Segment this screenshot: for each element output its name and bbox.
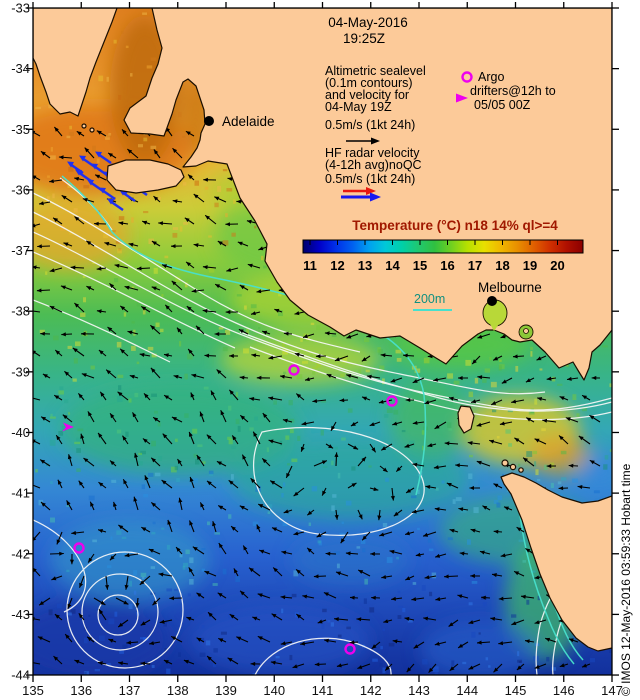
argo-float-marker	[288, 364, 300, 376]
hf-line: HF radar velocity	[325, 146, 420, 160]
lon-label: 144	[456, 683, 478, 698]
lat-label: -44	[11, 668, 30, 683]
lon-label: 137	[119, 683, 141, 698]
colorbar-label: 20	[550, 258, 564, 273]
lon-label: 143	[408, 683, 430, 698]
lon-label: 141	[312, 683, 334, 698]
adelaide-label: Adelaide	[222, 114, 275, 129]
city-markers: Adelaide Melbourne	[204, 114, 542, 306]
altimetric-line: Altimetric sealevel	[325, 64, 426, 78]
colorbar-label: 19	[523, 258, 537, 273]
colorbar-label: 18	[495, 258, 509, 273]
drifter-key-icon	[456, 93, 468, 103]
adelaide-dot	[204, 116, 214, 126]
lat-label: -36	[11, 182, 30, 197]
french-island	[523, 328, 529, 334]
lat-label: -38	[11, 304, 30, 319]
depth-key-label: 200m	[414, 292, 445, 306]
land-eyre-peninsula	[33, 8, 118, 117]
argo-line: 05/05 00Z	[474, 98, 531, 112]
sea-layer	[33, 8, 612, 675]
altimetric-line: 04-May 19Z	[325, 100, 392, 114]
colorbar-gradient	[302, 239, 584, 254]
land-kangaroo-island	[106, 159, 185, 194]
geostrophic-arrow-key	[346, 137, 380, 145]
colorbar-label: 11	[303, 258, 317, 273]
colorbar-label: 15	[413, 258, 427, 273]
lon-label: 140	[263, 683, 285, 698]
axis-ticks	[26, 2, 619, 682]
altimetric-line: and velocity for	[325, 88, 409, 102]
argo-float-marker	[344, 643, 356, 655]
map-time: 19:25Z	[343, 31, 385, 46]
lon-label: 135	[22, 683, 44, 698]
lon-label: 136	[70, 683, 92, 698]
lon-label: 139	[215, 683, 237, 698]
lon-label: 138	[167, 683, 189, 698]
lat-label: -43	[11, 607, 30, 622]
hf-scale-line: 0.5m/s (1kt 24h)	[325, 172, 415, 186]
argo-line: drifters@12h to	[470, 84, 556, 98]
colorbar-labels: 11 12 13 14 15 16 17 18 19 20	[303, 258, 565, 273]
lat-label: -34	[11, 61, 30, 76]
colorbar-ticks	[309, 240, 558, 245]
argo-float-marker	[73, 542, 85, 554]
colorbar: Temperature (°C) n18 14% ql>=4 11 12 13 14 1…	[302, 218, 584, 273]
melbourne-dot	[487, 296, 497, 306]
lat-label: -41	[11, 486, 30, 501]
argo-line: Argo	[478, 70, 504, 84]
sealevel-contours	[33, 177, 612, 675]
argo-float-marker	[386, 395, 398, 407]
drifter-marker	[62, 422, 74, 432]
lat-label: -40	[11, 425, 30, 440]
lon-label: 147	[601, 683, 623, 698]
lat-label: -35	[11, 122, 30, 137]
lat-label: -37	[11, 243, 30, 258]
colorbar-title: Temperature (°C) n18 14% ql>=4	[352, 218, 558, 233]
colorbar-label: 16	[440, 258, 454, 273]
bay-entrance	[490, 324, 499, 331]
lat-label: -39	[11, 364, 30, 379]
altimetric-line: (0.1m contours)	[325, 76, 413, 90]
land-islet	[89, 127, 95, 133]
depth-key: 200m	[413, 292, 452, 311]
copyright-watermark: © IMOS 12-May-2016 03:59:33 Hobart time	[619, 463, 633, 696]
argo-key: Argo drifters@12h to 05/05 00Z	[456, 70, 556, 112]
hf-arrow-key	[341, 187, 381, 202]
land-tasmania	[500, 472, 612, 652]
colorbar-label: 12	[330, 258, 344, 273]
hf-line: (4-12h avg)noQC	[325, 158, 422, 172]
colorbar-label: 14	[385, 258, 400, 273]
lat-label: -42	[11, 546, 30, 561]
altimetric-scale-line: 0.5m/s (1kt 24h)	[325, 118, 415, 132]
lon-label: 146	[553, 683, 575, 698]
lon-label: 145	[505, 683, 527, 698]
land-islet	[81, 123, 87, 129]
argo-float-markers	[62, 364, 398, 655]
legend-block: 04-May-2016 19:25Z Altimetric sealevel (…	[325, 15, 556, 202]
land-hunter-island	[518, 467, 524, 473]
melbourne-label: Melbourne	[478, 280, 542, 295]
lat-label: -33	[11, 1, 30, 16]
land-king-island	[457, 405, 475, 434]
land-hunter-island	[509, 463, 517, 471]
map-date: 04-May-2016	[328, 15, 408, 30]
land-hunter-island	[501, 459, 509, 467]
lon-label: 142	[360, 683, 382, 698]
argo-key-icon	[461, 71, 473, 83]
colorbar-label: 13	[358, 258, 372, 273]
colorbar-label: 17	[468, 258, 482, 273]
